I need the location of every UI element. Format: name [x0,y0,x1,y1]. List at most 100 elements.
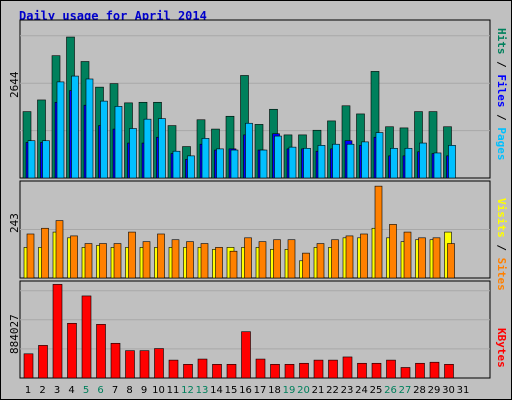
legend-hits: Hits [495,28,508,55]
bar-pages-day-13 [201,138,210,179]
bar-pages-day-9 [143,118,152,179]
bar-kbytes-day-25 [371,362,382,379]
bar-sites-day-7 [113,243,122,279]
legend-sites: Sites [495,257,508,291]
bar-pages-day-21 [317,145,326,179]
bar-pages-day-25 [375,132,384,179]
bar-kbytes-day-29 [429,361,440,379]
bar-kbytes-day-12 [183,364,193,379]
bar-sites-day-6 [99,243,107,279]
legend-sep: / [495,54,508,75]
bar-kbytes-day-18 [270,364,280,379]
x-tick-label-day-30: 30 [442,385,455,396]
bar-sites-day-26 [389,224,397,279]
bar-sites-day-2 [41,227,49,279]
bar-kbytes-day-5 [81,295,92,379]
bar-sites-day-8 [128,231,136,279]
x-tick-label-day-29: 29 [428,385,441,396]
bar-sites-day-11 [171,239,180,279]
x-tick-label-day-4: 4 [68,385,74,396]
bar-pages-day-10 [158,118,166,179]
bar-kbytes-day-24 [357,362,367,379]
bar-sites-day-23 [345,235,354,279]
bar-pages-day-18 [274,135,282,179]
bar-sites-day-28 [418,237,426,279]
bar-pages-day-20 [303,147,311,179]
bar-sites-day-20 [302,252,310,279]
legend-sep: / [495,107,508,128]
bar-kbytes-day-8 [125,350,135,379]
x-tick-label-day-24: 24 [355,385,368,396]
legend-hits-files-pages: Hits / Files / Pages [492,28,508,161]
bar-pages-day-27 [404,147,413,179]
bar-pages-day-2 [42,140,50,179]
bar-pages-day-30 [448,145,456,179]
legend-sep: / [495,237,508,258]
bar-kbytes-day-23 [342,356,353,379]
bar-sites-day-5 [84,243,93,279]
bar-kbytes-day-9 [139,350,150,379]
bar-kbytes-day-14 [212,364,222,379]
bar-sites-day-12 [186,241,194,279]
x-tick-label-day-21: 21 [312,385,325,396]
bar-sites-day-13 [200,243,209,279]
bar-sites-day-3 [55,220,64,279]
bar-pages-day-19 [288,146,297,179]
x-tick-label-day-18: 18 [268,385,281,396]
x-tick-label-day-19: 19 [283,385,296,396]
bar-pages-day-26 [390,147,398,179]
bar-kbytes-day-17 [255,358,266,379]
bar-kbytes-day-2 [38,345,48,379]
bar-pages-day-14 [216,148,224,179]
bar-kbytes-day-30 [444,364,454,379]
bar-sites-day-24 [360,233,368,279]
bar-kbytes-day-19 [284,364,295,379]
bar-sites-day-21 [316,243,325,279]
bar-kbytes-day-27 [400,367,411,379]
bar-pages-day-5 [85,78,94,179]
bar-pages-day-24 [361,141,369,179]
x-tick-label-day-9: 9 [141,385,147,396]
x-tick-label-day-10: 10 [152,385,165,396]
bar-sites-day-18 [273,239,281,279]
x-tick-label-day-15: 15 [225,385,238,396]
bar-sites-day-17 [258,241,267,279]
bar-sites-day-4 [70,235,78,279]
x-tick-label-day-27: 27 [399,385,412,396]
bar-sites-day-25 [374,185,383,279]
bar-kbytes-day-21 [313,359,324,379]
bar-kbytes-day-28 [415,362,425,379]
bar-sites-day-10 [157,233,165,279]
bar-kbytes-day-13 [197,358,208,379]
bar-pages-day-22 [332,143,340,179]
x-tick-label-day-26: 26 [384,385,397,396]
x-tick-label-day-17: 17 [254,385,267,396]
x-tick-label-day-2: 2 [39,385,45,396]
bar-sites-day-19 [287,239,296,279]
bar-kbytes-day-3 [52,284,63,379]
bar-kbytes-day-11 [168,359,179,379]
bar-pages-day-23 [346,143,355,179]
bar-kbytes-day-15 [226,364,237,379]
x-tick-label-day-13: 13 [196,385,209,396]
bar-pages-day-28 [419,142,427,179]
bar-pages-day-15 [230,149,239,179]
bar-kbytes-day-26 [386,359,396,379]
bar-sites-day-30 [447,243,455,279]
bar-sites-day-14 [215,247,223,279]
bar-pages-day-17 [259,149,268,179]
x-tick-label-day-8: 8 [126,385,132,396]
bar-kbytes-day-20 [299,362,309,379]
bar-kbytes-day-22 [328,359,338,379]
bar-kbytes-day-10 [154,348,164,379]
bar-pages-day-4 [71,75,79,179]
bar-kbytes-day-16 [241,331,251,379]
bar-kbytes-day-1 [23,353,34,379]
x-tick-label-day-28: 28 [413,385,426,396]
bar-kbytes-day-6 [96,324,106,379]
bar-pages-day-16 [245,122,253,179]
x-tick-label-day-1: 1 [25,385,31,396]
bar-kbytes-day-4 [67,322,77,379]
bar-kbytes-day-7 [110,342,121,379]
